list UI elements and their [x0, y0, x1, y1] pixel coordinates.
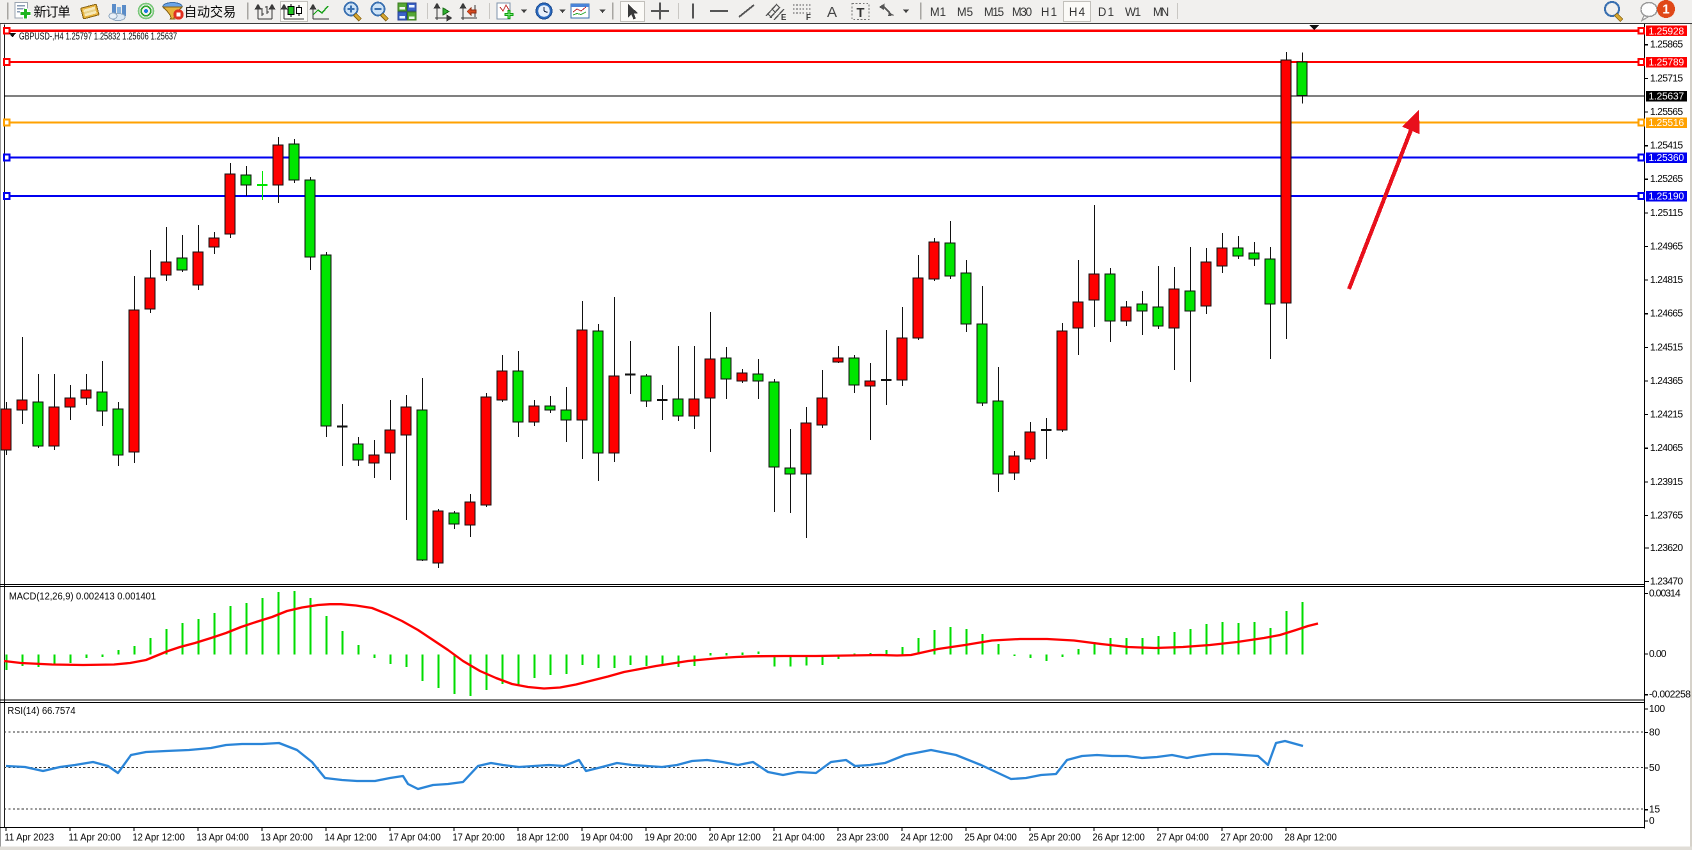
- svg-text:11 Apr 20:00: 11 Apr 20:00: [69, 833, 122, 844]
- svg-text:1.23620: 1.23620: [1650, 543, 1683, 554]
- svg-text:RSI(14) 66.7574: RSI(14) 66.7574: [8, 706, 76, 717]
- svg-text:T: T: [857, 5, 865, 20]
- svg-text:1.25115: 1.25115: [1650, 208, 1683, 219]
- svg-text:MN: MN: [1153, 7, 1169, 19]
- svg-text:1.25928: 1.25928: [1649, 26, 1685, 37]
- svg-text:25 Apr 20:00: 25 Apr 20:00: [1029, 833, 1082, 844]
- svg-text:M15: M15: [984, 7, 1004, 19]
- svg-text:A: A: [827, 4, 837, 21]
- svg-text:1.23765: 1.23765: [1650, 510, 1683, 521]
- svg-text:19 Apr 20:00: 19 Apr 20:00: [645, 833, 698, 844]
- svg-text:25 Apr 04:00: 25 Apr 04:00: [965, 833, 1018, 844]
- svg-text:13 Apr 20:00: 13 Apr 20:00: [261, 833, 314, 844]
- svg-text:21 Apr 04:00: 21 Apr 04:00: [773, 833, 826, 844]
- svg-text:1.25516: 1.25516: [1649, 118, 1685, 129]
- svg-text:1.24365: 1.24365: [1650, 376, 1683, 387]
- svg-text:-0.002258: -0.002258: [1649, 690, 1691, 701]
- svg-text:26 Apr 12:00: 26 Apr 12:00: [1093, 833, 1146, 844]
- svg-text:13 Apr 04:00: 13 Apr 04:00: [197, 833, 250, 844]
- svg-text:20 Apr 12:00: 20 Apr 12:00: [709, 833, 762, 844]
- svg-text:50: 50: [1649, 763, 1660, 774]
- svg-text:27 Apr 20:00: 27 Apr 20:00: [1221, 833, 1274, 844]
- svg-text:1: 1: [1662, 2, 1669, 17]
- svg-text:M1: M1: [930, 7, 946, 19]
- svg-text:0.00314: 0.00314: [1649, 589, 1681, 600]
- svg-text:1.24065: 1.24065: [1650, 443, 1683, 454]
- svg-text:18 Apr 12:00: 18 Apr 12:00: [517, 833, 570, 844]
- svg-text:0.00: 0.00: [1649, 649, 1667, 660]
- svg-text:11 Apr 2023: 11 Apr 2023: [5, 833, 55, 844]
- svg-text:12 Apr 12:00: 12 Apr 12:00: [133, 833, 186, 844]
- svg-text:1.25360: 1.25360: [1649, 153, 1685, 164]
- svg-text:17 Apr 20:00: 17 Apr 20:00: [453, 833, 506, 844]
- svg-text:80: 80: [1649, 727, 1660, 738]
- svg-text:17 Apr 04:00: 17 Apr 04:00: [389, 833, 442, 844]
- svg-text:M5: M5: [957, 7, 973, 19]
- svg-text:1.23915: 1.23915: [1650, 477, 1683, 488]
- svg-text:14 Apr 12:00: 14 Apr 12:00: [325, 833, 378, 844]
- svg-text:1.25637: 1.25637: [1649, 92, 1685, 103]
- svg-text:1.24965: 1.24965: [1650, 241, 1683, 252]
- svg-text:15: 15: [1649, 805, 1660, 816]
- svg-text:E: E: [781, 13, 787, 22]
- svg-text:1.25265: 1.25265: [1650, 174, 1683, 185]
- svg-text:新订单: 新订单: [34, 5, 71, 20]
- svg-text:27 Apr 04:00: 27 Apr 04:00: [1157, 833, 1210, 844]
- svg-text:1.24815: 1.24815: [1650, 275, 1683, 286]
- svg-text:1.23470: 1.23470: [1650, 577, 1683, 588]
- svg-text:D1: D1: [1098, 7, 1114, 19]
- svg-text:1.25565: 1.25565: [1650, 107, 1683, 118]
- svg-text:自动交易: 自动交易: [184, 5, 236, 20]
- svg-text:1.25190: 1.25190: [1649, 192, 1685, 203]
- svg-text:28 Apr 12:00: 28 Apr 12:00: [1285, 833, 1338, 844]
- svg-text:H1: H1: [1041, 7, 1057, 19]
- svg-text:1.24215: 1.24215: [1650, 410, 1683, 421]
- svg-text:1.25789: 1.25789: [1649, 58, 1685, 69]
- svg-text:100: 100: [1649, 704, 1665, 715]
- svg-text:GBPUSD-,H4 1.25797 1.25832 1.: GBPUSD-,H4 1.25797 1.25832 1.25606 1.256…: [19, 32, 177, 43]
- svg-text:W1: W1: [1125, 7, 1141, 19]
- svg-text:1.25715: 1.25715: [1650, 73, 1683, 84]
- svg-text:19 Apr 04:00: 19 Apr 04:00: [581, 833, 634, 844]
- svg-text:0: 0: [1649, 816, 1655, 827]
- svg-text:1.25415: 1.25415: [1650, 141, 1683, 152]
- svg-text:1.25865: 1.25865: [1650, 40, 1683, 51]
- svg-text:H4: H4: [1069, 7, 1086, 19]
- svg-text:1.24665: 1.24665: [1650, 309, 1683, 320]
- svg-text:F: F: [806, 13, 811, 22]
- svg-text:M30: M30: [1012, 7, 1032, 19]
- svg-text:1.24515: 1.24515: [1650, 342, 1683, 353]
- svg-text:MACD(12,26,9) 0.002413 0.00140: MACD(12,26,9) 0.002413 0.001401: [9, 592, 156, 603]
- svg-text:23 Apr 23:00: 23 Apr 23:00: [837, 833, 890, 844]
- svg-text:24 Apr 12:00: 24 Apr 12:00: [901, 833, 954, 844]
